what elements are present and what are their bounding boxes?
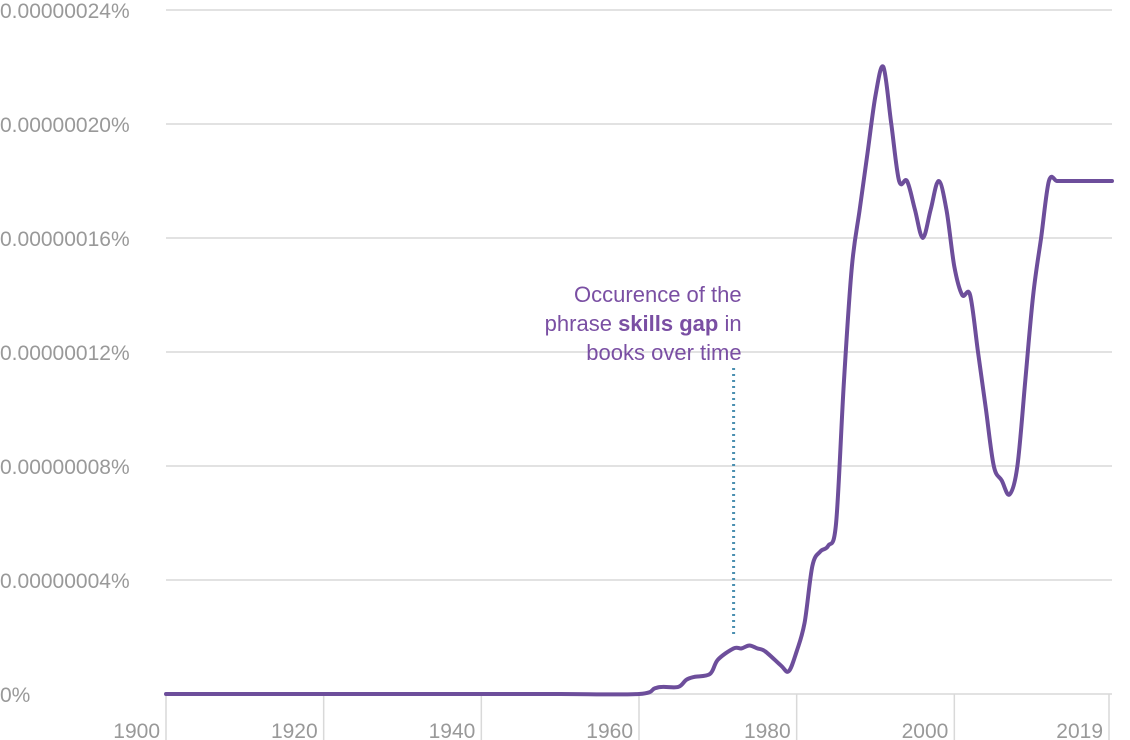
x-tick-label: 1920 xyxy=(271,720,318,740)
annotation-text-in: in xyxy=(718,311,741,336)
y-axis: 0% 0.00000004% 0.00000008% 0.00000012% 0.000… xyxy=(0,0,130,707)
x-tick-label: 2019 xyxy=(1056,720,1103,740)
annotation-text-line-1: Occurence of the xyxy=(574,282,742,307)
y-tick-label: 0.00000016% xyxy=(0,228,130,251)
series-layer xyxy=(164,64,1114,697)
y-tick-label: 0% xyxy=(0,684,30,707)
x-tick-label: 1940 xyxy=(429,720,476,740)
annotation-text-skills-gap: skills gap xyxy=(618,311,718,336)
y-tick-label: 0.00000012% xyxy=(0,342,130,365)
x-tick-label: 1980 xyxy=(744,720,791,740)
y-tick-label: 0.00000020% xyxy=(0,114,130,137)
x-tick-label: 1960 xyxy=(586,720,633,740)
grid-layer xyxy=(166,9,1112,695)
y-tick-label: 0.00000008% xyxy=(0,456,130,479)
x-tick-label: 1900 xyxy=(113,720,160,740)
annotation: Occurence of the phrase skills gap in bo… xyxy=(545,282,742,636)
x-axis: 1900 1920 1940 1960 1980 2000 2019 xyxy=(113,694,1110,740)
y-tick-label: 0.00000024% xyxy=(0,0,130,23)
series-line xyxy=(164,64,1114,697)
annotation-text-line-2: phrase skills gap in xyxy=(545,311,742,336)
annotation-text-phrase: phrase xyxy=(545,311,618,336)
y-tick-label: 0.00000004% xyxy=(0,570,130,593)
annotation-text-line-3: books over time xyxy=(586,340,741,365)
x-tick-label: 2000 xyxy=(902,720,949,740)
